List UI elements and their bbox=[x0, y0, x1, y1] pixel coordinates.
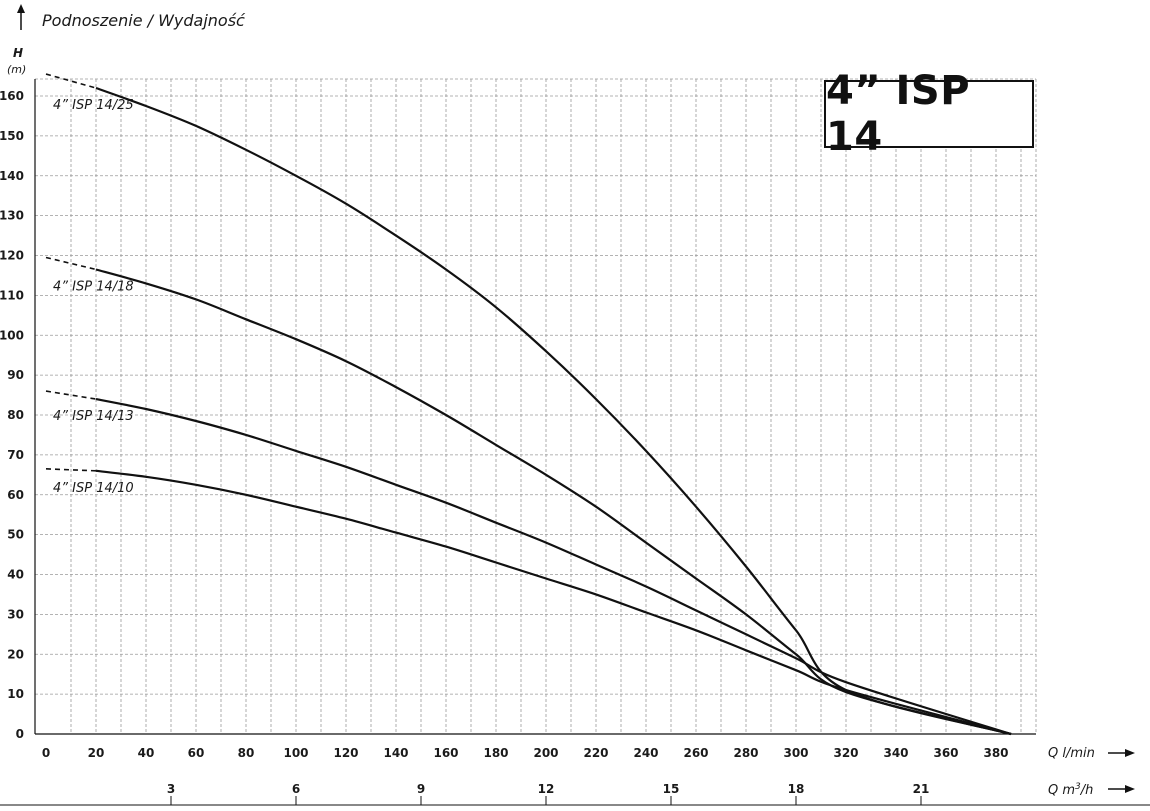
y-tick-label: 30 bbox=[7, 607, 24, 621]
x-tick-label: 40 bbox=[138, 746, 155, 760]
y-axis-unit: (m) bbox=[7, 63, 26, 76]
x-tick-label: 260 bbox=[683, 746, 708, 760]
x-tick-label: 180 bbox=[483, 746, 508, 760]
x-tick-label: 60 bbox=[188, 746, 205, 760]
y-tick-label: 160 bbox=[0, 89, 24, 103]
x2-axis-label: Q m3/h bbox=[1048, 782, 1093, 798]
x-tick-label: 300 bbox=[783, 746, 808, 760]
x2-tick-label: 21 bbox=[913, 782, 930, 796]
y-tick-label: 90 bbox=[7, 368, 24, 382]
x-tick-label: 280 bbox=[733, 746, 758, 760]
series-labels: 4” ISP 14/25 4” ISP 14/18 4” ISP 14/13 4” I… bbox=[53, 98, 134, 496]
y-tick-label: 40 bbox=[7, 568, 24, 582]
x-tick-label: 120 bbox=[333, 746, 358, 760]
y-tick-label: 60 bbox=[7, 488, 24, 502]
axes bbox=[34, 79, 1036, 735]
y-tick-label: 10 bbox=[7, 687, 24, 701]
x-tick-label: 80 bbox=[238, 746, 255, 760]
x-tick-label: 220 bbox=[583, 746, 608, 760]
y-tick-label: 130 bbox=[0, 209, 24, 223]
x2-axis-arrow-icon bbox=[1108, 785, 1135, 793]
model-title: 4” ISP 14 bbox=[826, 68, 971, 160]
x-tick-labels: 0 20 40 60 80 100 120 140 160 180 200 220 240 260 280 3… bbox=[42, 746, 1009, 760]
y-tick-label: 150 bbox=[0, 129, 24, 143]
x-tick-label: 140 bbox=[383, 746, 408, 760]
x2-tick-labels: 3 6 9 12 15 18 21 bbox=[167, 782, 930, 805]
y-tick-label: 50 bbox=[7, 528, 24, 542]
y-tick-labels: 0 10 20 30 40 50 60 70 80 90 100 110 120 130 140 150 160 bbox=[0, 89, 24, 741]
x2-tick-label: 6 bbox=[292, 782, 300, 796]
chart-title: Podnoszenie / Wydajność bbox=[42, 11, 246, 30]
y-tick-label: 100 bbox=[0, 328, 24, 342]
x2-tick-label: 9 bbox=[417, 782, 425, 796]
series-label: 4” ISP 14/13 bbox=[53, 409, 134, 424]
y-axis-arrow-icon bbox=[17, 4, 25, 30]
series-line bbox=[95, 398, 1012, 736]
x-tick-label: 360 bbox=[933, 746, 958, 760]
x-tick-label: 340 bbox=[883, 746, 908, 760]
x2-tick-label: 18 bbox=[788, 782, 805, 796]
y-tick-label: 20 bbox=[7, 647, 24, 661]
x-tick-label: 0 bbox=[42, 746, 50, 760]
series-label: 4” ISP 14/18 bbox=[53, 279, 134, 294]
series-line bbox=[95, 268, 1012, 736]
x-tick-label: 240 bbox=[633, 746, 658, 760]
y-tick-label: 0 bbox=[16, 727, 24, 741]
y-tick-label: 140 bbox=[0, 169, 24, 183]
x2-tick-label: 3 bbox=[167, 782, 175, 796]
x-axis-label: Q l/min bbox=[1048, 746, 1095, 761]
y-tick-label: 110 bbox=[0, 288, 24, 302]
model-title-box: 4” ISP 14 bbox=[824, 68, 1034, 160]
y-tick-label: 80 bbox=[7, 408, 24, 422]
x-axis-arrow-icon bbox=[1108, 749, 1135, 757]
grid bbox=[35, 78, 1037, 734]
x-tick-label: 20 bbox=[88, 746, 105, 760]
series-label: 4” ISP 14/25 bbox=[53, 98, 134, 113]
x-tick-label: 160 bbox=[433, 746, 458, 760]
y-tick-label: 70 bbox=[7, 448, 24, 462]
series-curves bbox=[45, 73, 1012, 736]
series-line bbox=[95, 86, 1012, 736]
x-tick-label: 200 bbox=[533, 746, 558, 760]
x-tick-label: 380 bbox=[983, 746, 1008, 760]
y-axis-symbol: H bbox=[13, 46, 23, 60]
x2-tick-label: 15 bbox=[663, 782, 680, 796]
y-tick-label: 120 bbox=[0, 249, 24, 263]
series-line bbox=[95, 469, 1012, 736]
series-label: 4” ISP 14/10 bbox=[53, 481, 134, 496]
x-tick-label: 320 bbox=[833, 746, 858, 760]
x2-tick-label: 12 bbox=[538, 782, 555, 796]
x-tick-label: 100 bbox=[283, 746, 308, 760]
